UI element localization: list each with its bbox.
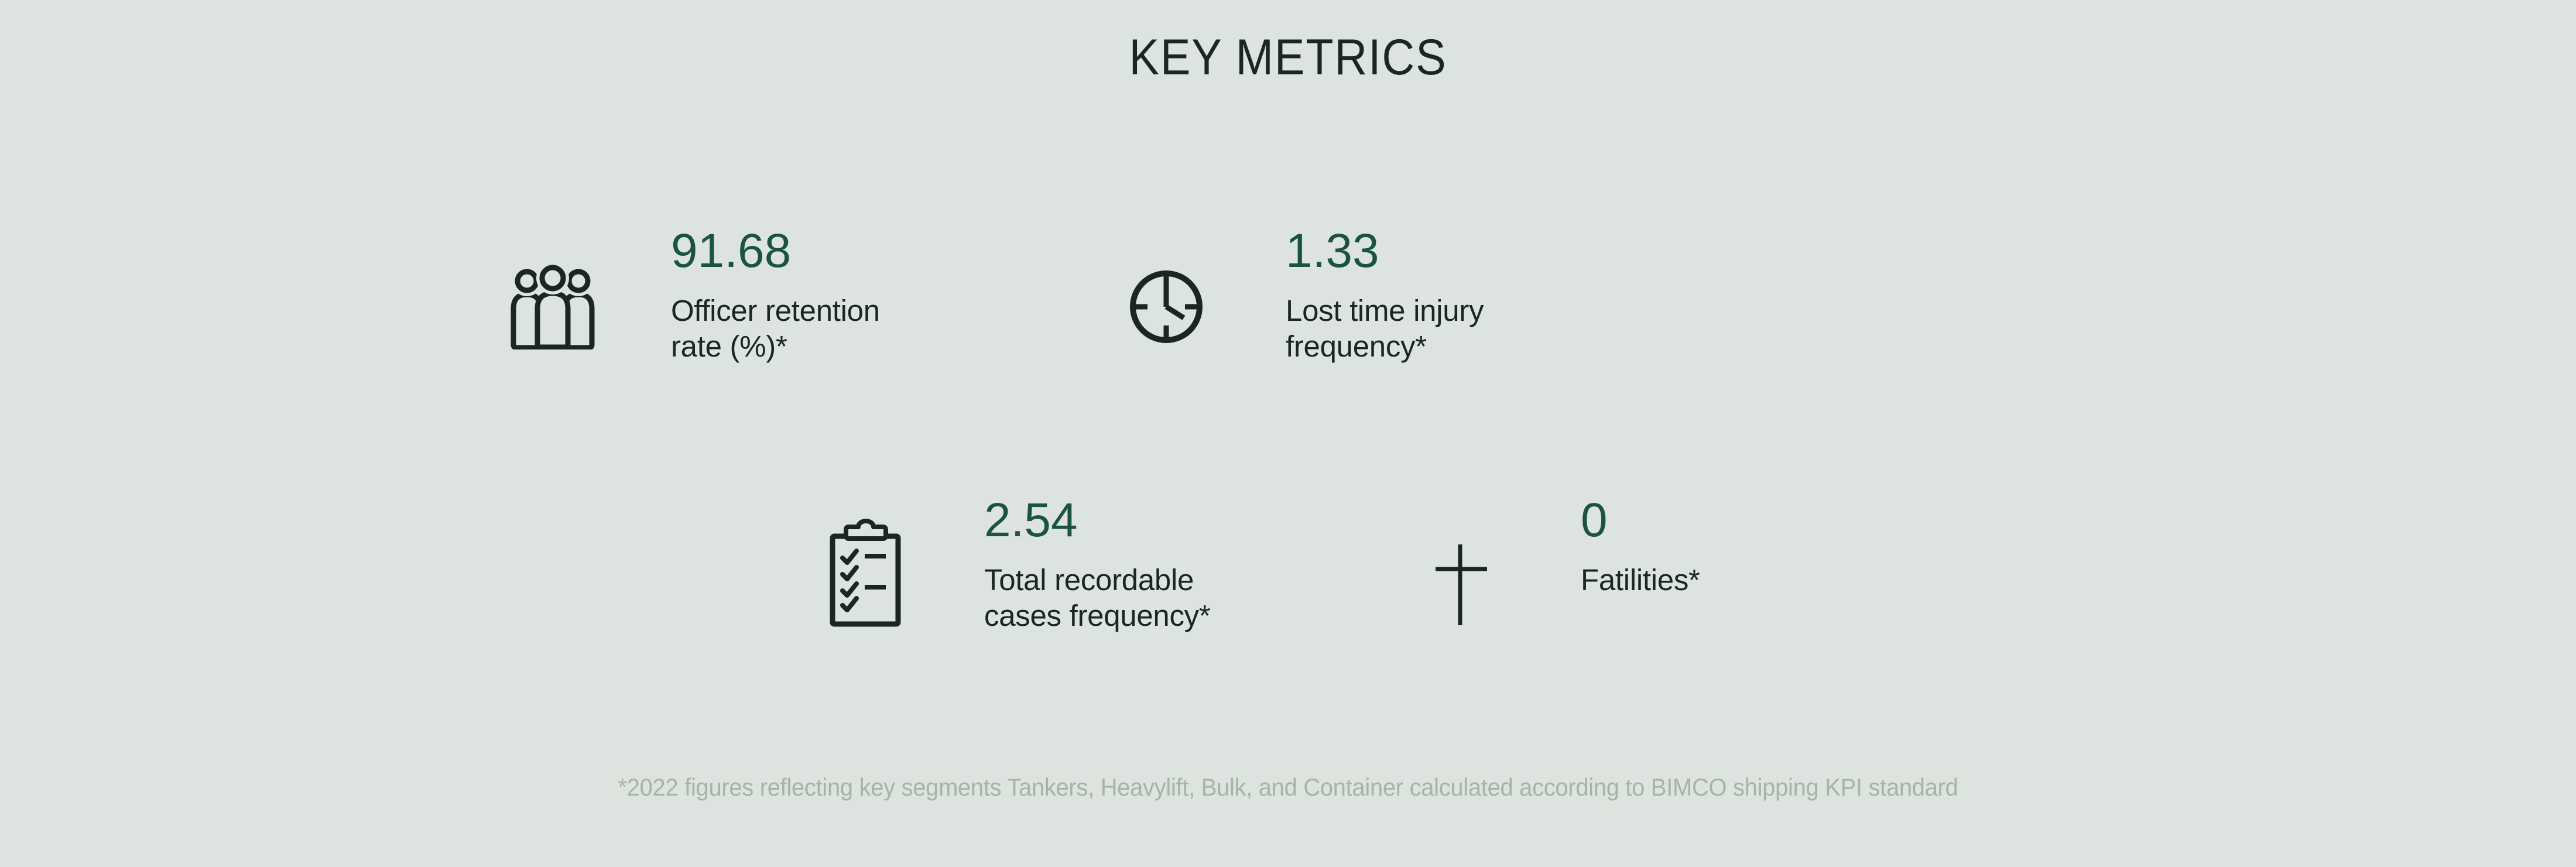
metric-label: Lost time injury frequency* [1286, 294, 1484, 363]
metric-label: Total recordable cases frequency* [984, 563, 1211, 632]
metric-label: Fatilities* [1581, 563, 1700, 597]
page-title: KEY METRICS [1129, 29, 1447, 85]
metric-total-recordable-cases-frequency: 2.54 Total recordable cases frequency* [984, 494, 1211, 633]
people-group-icon [504, 264, 601, 349]
metric-lost-time-injury-frequency: 1.33 Lost time injury frequency* [1286, 227, 1484, 364]
clipboard-checklist-icon [830, 519, 901, 628]
metric-value: 1.33 [1286, 224, 1379, 277]
metric-officer-retention-rate: 91.68 Officer retention rate (%)* [671, 227, 880, 364]
metric-fatalities: 0 Fatilities* [1581, 496, 1700, 598]
memorial-cross-icon [1436, 544, 1487, 625]
metric-label: Officer retention rate (%)* [671, 294, 880, 363]
clock-icon [1129, 269, 1204, 344]
metric-value: 0 [1581, 494, 1608, 547]
footnote: *2022 figures reflecting key segments Ta… [618, 773, 1958, 801]
metric-value: 91.68 [671, 224, 792, 277]
metric-value: 2.54 [984, 494, 1078, 547]
